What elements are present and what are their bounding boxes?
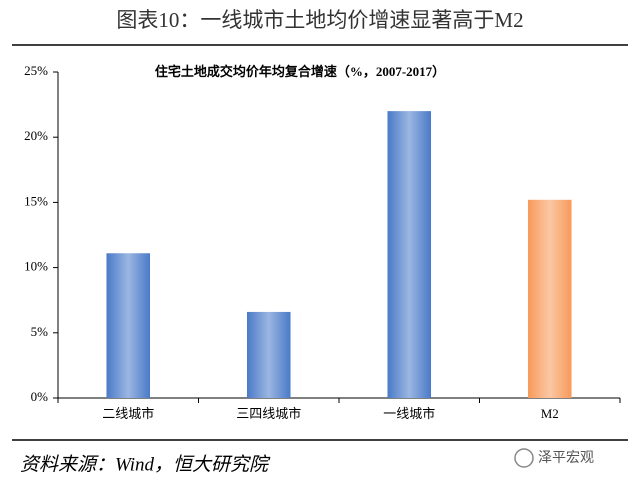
- watermark-icon: [514, 448, 534, 468]
- y-tick-label: 0%: [31, 389, 49, 404]
- bar: [527, 199, 572, 398]
- y-tick-label: 10%: [24, 259, 48, 274]
- x-tick-label: M2: [541, 406, 559, 421]
- chart-subtitle: 住宅土地成交均价年均复合增速（%，2007-2017）: [155, 64, 445, 79]
- watermark: 泽平宏观: [538, 450, 594, 466]
- y-tick-label: 25%: [24, 63, 48, 78]
- source: 资料来源：Wind，恒大研究院: [20, 453, 271, 475]
- x-tick-label: 二线城市: [102, 406, 154, 421]
- y-tick-label: 15%: [24, 193, 48, 208]
- y-tick-label: 20%: [24, 128, 48, 143]
- bar: [246, 311, 291, 398]
- bar: [106, 253, 151, 398]
- x-tick-label: 三四线城市: [236, 406, 301, 421]
- x-tick-label: 一线城市: [383, 406, 435, 421]
- y-tick-label: 5%: [31, 324, 49, 339]
- bar: [387, 111, 432, 399]
- chart-title: 图表10：一线城市土地均价增速显著高于M2: [116, 8, 523, 32]
